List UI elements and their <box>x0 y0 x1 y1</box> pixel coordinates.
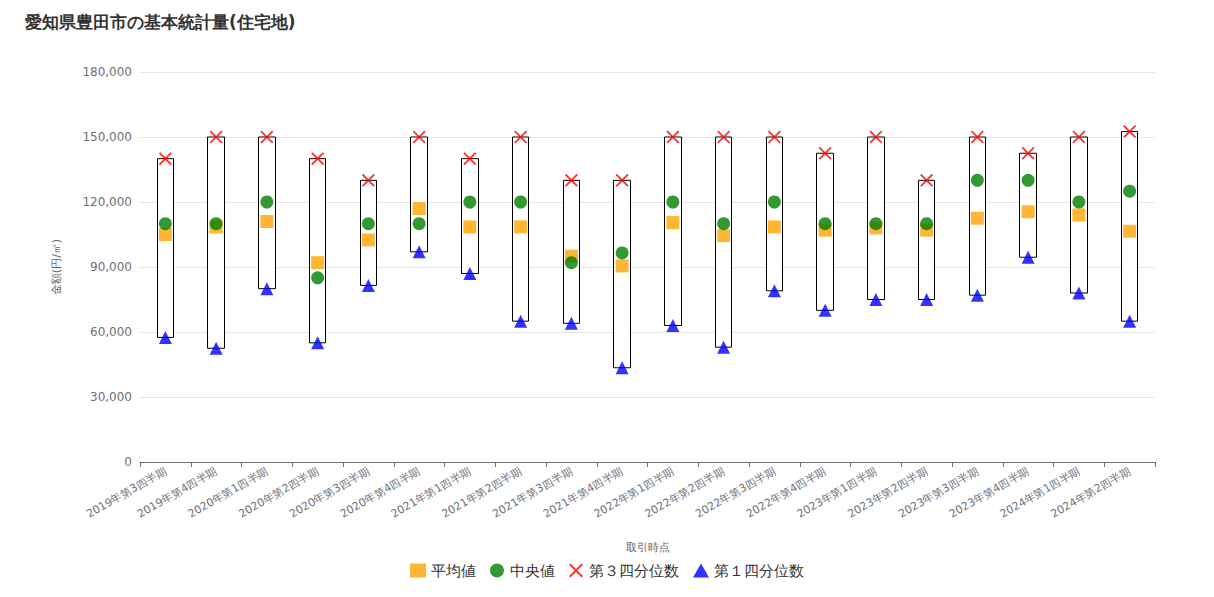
svg-text:取引時点: 取引時点 <box>626 541 670 554</box>
svg-text:2022年第4四半期: 2022年第4四半期 <box>744 464 829 521</box>
svg-text:90,000: 90,000 <box>90 260 132 274</box>
svg-text:2023年第1四半期: 2023年第1四半期 <box>794 464 880 521</box>
svg-text:2019年第3四半期: 2019年第3四半期 <box>84 464 169 521</box>
svg-text:2021年第1四半期: 2021年第1四半期 <box>388 464 474 521</box>
svg-text:第３四分位数: 第３四分位数 <box>589 562 679 580</box>
svg-text:2021年第3四半期: 2021年第3四半期 <box>490 464 575 521</box>
svg-text:2022年第3四半期: 2022年第3四半期 <box>693 464 778 521</box>
svg-text:150,000: 150,000 <box>82 130 132 144</box>
svg-text:2020年第3四半期: 2020年第3四半期 <box>287 464 372 521</box>
svg-text:2022年第2四半期: 2022年第2四半期 <box>642 464 727 521</box>
svg-text:60,000: 60,000 <box>90 325 132 339</box>
svg-text:2020年第2四半期: 2020年第2四半期 <box>236 464 321 521</box>
svg-text:愛知県豊田市の基本統計量(住宅地): 愛知県豊田市の基本統計量(住宅地) <box>25 12 296 32</box>
svg-text:平均値: 平均値 <box>431 562 476 580</box>
svg-text:2023年第2四半期: 2023年第2四半期 <box>845 464 930 521</box>
svg-text:30,000: 30,000 <box>90 390 132 404</box>
svg-text:180,000: 180,000 <box>82 65 132 79</box>
svg-text:2024年第1四半期: 2024年第1四半期 <box>997 464 1083 521</box>
svg-text:0: 0 <box>124 455 132 469</box>
svg-text:2021年第2四半期: 2021年第2四半期 <box>439 464 524 521</box>
svg-text:2021年第4四半期: 2021年第4四半期 <box>541 464 626 521</box>
svg-text:金額(円/㎡): 金額(円/㎡) <box>50 239 63 295</box>
svg-text:120,000: 120,000 <box>82 195 132 209</box>
svg-text:2023年第3四半期: 2023年第3四半期 <box>896 464 981 521</box>
svg-text:第１四分位数: 第１四分位数 <box>714 562 804 580</box>
svg-text:中央値: 中央値 <box>510 562 555 580</box>
svg-text:2023年第4四半期: 2023年第4四半期 <box>947 464 1032 521</box>
svg-text:2024年第2四半期: 2024年第2四半期 <box>1048 464 1132 520</box>
svg-text:2019年第4四半期: 2019年第4四半期 <box>135 464 220 521</box>
svg-text:2020年第4四半期: 2020年第4四半期 <box>338 464 423 521</box>
svg-text:2020年第1四半期: 2020年第1四半期 <box>185 464 271 521</box>
svg-text:2022年第1四半期: 2022年第1四半期 <box>591 464 677 521</box>
